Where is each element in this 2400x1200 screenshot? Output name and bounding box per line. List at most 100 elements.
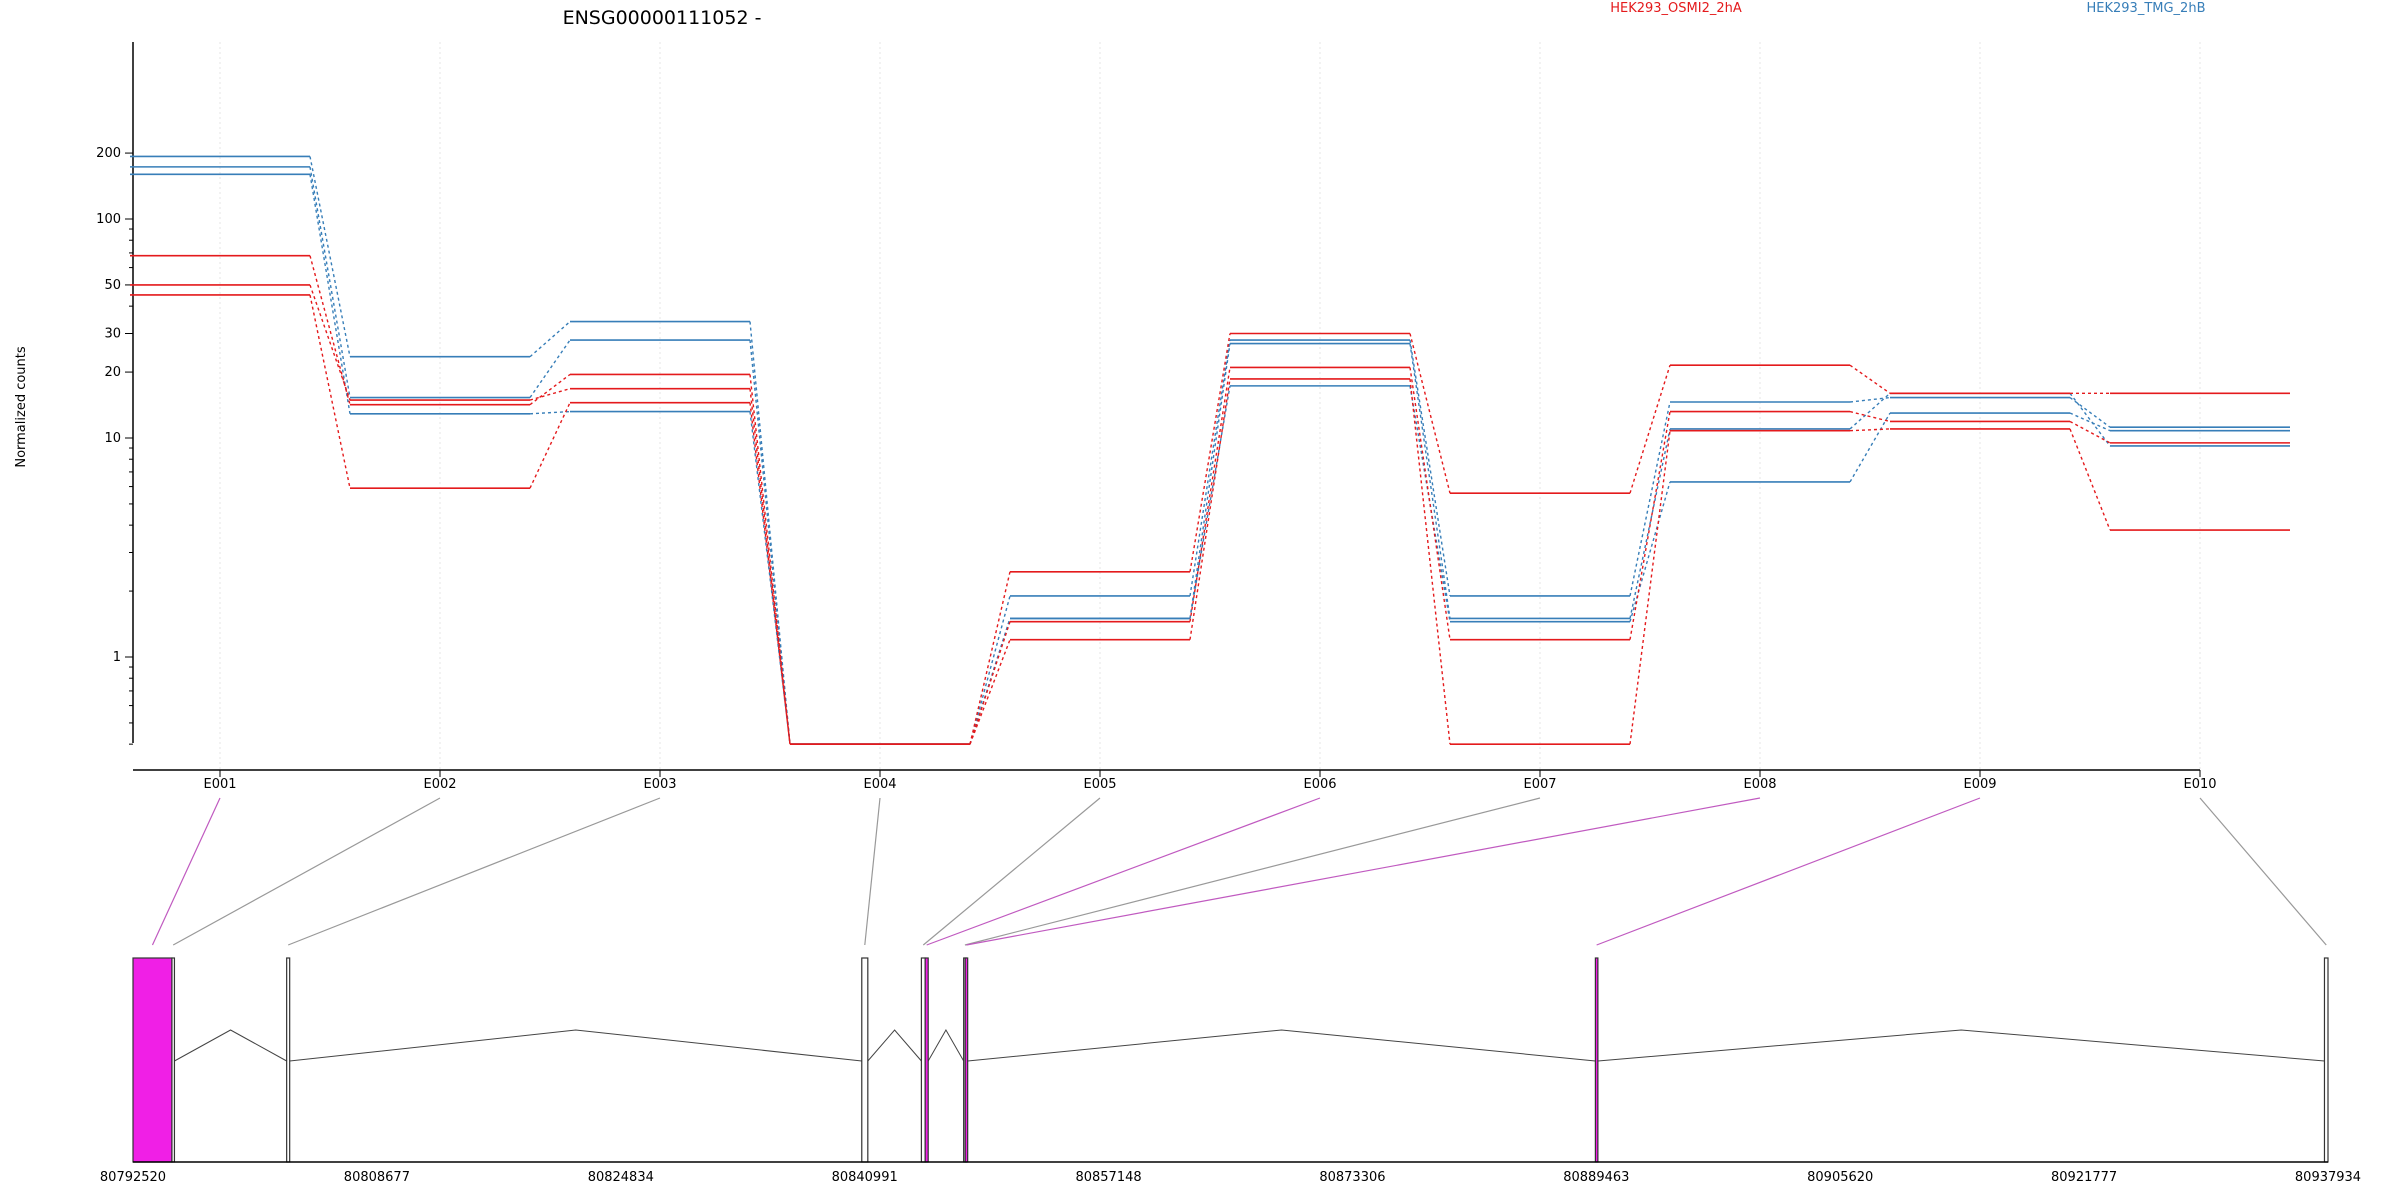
- exon-box-E001: [132, 957, 173, 1163]
- series-2-join: [1849, 392, 1891, 430]
- series-6-join: [1629, 430, 1671, 745]
- connector-E008: [966, 797, 1761, 946]
- y-tick-label: 1: [113, 650, 121, 665]
- series-1-join: [529, 321, 571, 358]
- exon-box-E008: [964, 957, 969, 1163]
- series-6-join: [529, 402, 571, 489]
- connector-E001: [151, 797, 221, 946]
- x-tick-label-E007: E007: [1523, 777, 1556, 792]
- x-tick-label-E006: E006: [1303, 777, 1336, 792]
- series-4-join: [529, 373, 571, 406]
- series-3-join: [309, 174, 351, 414]
- series-5-join: [1629, 411, 1671, 640]
- series-2-join: [1409, 343, 1451, 619]
- series-5-join: [529, 387, 571, 401]
- connector-E003: [287, 797, 661, 946]
- x-tick-label-E009: E009: [1963, 777, 1996, 792]
- legend-label-osmi2: HEK293_OSMI2_2hA: [1610, 1, 1742, 16]
- series-1-join: [2069, 396, 2111, 428]
- series-5-join: [969, 621, 1011, 745]
- series-5-join: [2069, 420, 2111, 444]
- series-5-join: [1409, 367, 1451, 640]
- series-4-join: [1629, 364, 1671, 494]
- connector-E006: [926, 797, 1321, 946]
- series-1: [130, 155, 2290, 745]
- connector-E009: [1596, 797, 1981, 946]
- series-2-join: [1189, 343, 1231, 619]
- series-2-join: [2069, 392, 2111, 447]
- series-3-join: [1849, 412, 1891, 483]
- series-1-join: [309, 156, 351, 357]
- gridlines: [219, 42, 2201, 770]
- y-tick-label: 50: [104, 278, 121, 293]
- genomic-tick-label: 80889463: [1563, 1170, 1629, 1185]
- connector-E005: [922, 797, 1101, 946]
- x-tick-label-E004: E004: [863, 777, 896, 792]
- series-3-join: [2069, 412, 2111, 432]
- y-axis-label: Normalized counts: [14, 346, 29, 468]
- genomic-tick-label: 80824834: [588, 1170, 654, 1185]
- connector-E007: [964, 797, 1541, 946]
- x-tick-label-E001: E001: [203, 777, 236, 792]
- intron-line: [967, 1029, 1596, 1062]
- series-1-join: [969, 595, 1011, 745]
- genomic-tick-label: 80937934: [2295, 1170, 2361, 1185]
- exon-box-E006: [924, 957, 929, 1163]
- series-1-join: [1409, 339, 1451, 597]
- y-axis: 1 10 20 30 50 100 200: [96, 42, 134, 745]
- x-axis: E001 E002 E003 E004 E005 E006 E007 E008 E009 E010: [133, 769, 2217, 792]
- series-6-join: [1189, 378, 1231, 640]
- series-3: [130, 173, 2290, 745]
- connector-E002: [172, 797, 441, 946]
- series-4-join: [1849, 364, 1891, 394]
- y-tick-label: 100: [96, 212, 121, 227]
- series-4-join: [749, 374, 791, 745]
- y-tick-label: 10: [104, 431, 121, 446]
- genomic-tick-label: 80921777: [2051, 1170, 2117, 1185]
- series-4-join: [969, 571, 1011, 745]
- x-tick-label-E008: E008: [1743, 777, 1776, 792]
- series-5-join: [1849, 410, 1891, 423]
- series-6-join: [2069, 428, 2111, 531]
- series-3-join: [1409, 385, 1451, 622]
- genomic-tick-label: 80857148: [1075, 1170, 1141, 1185]
- series-3-join: [969, 618, 1011, 745]
- series-layer: [130, 155, 2290, 745]
- exon-box-E010: [2323, 957, 2329, 1163]
- intron-line: [927, 1028, 965, 1062]
- series-4-join: [1189, 333, 1231, 572]
- exon-box-E004: [861, 957, 869, 1163]
- intron-line: [174, 1029, 287, 1062]
- x-tick-label-E010: E010: [2183, 777, 2216, 792]
- genomic-tick-label: 80840991: [832, 1170, 898, 1185]
- exon-box-E002: [171, 957, 176, 1163]
- connector-E010: [2199, 797, 2327, 946]
- intron-line: [1597, 1029, 2325, 1062]
- series-1-join: [749, 321, 791, 745]
- series-1-join: [1849, 396, 1891, 403]
- x-tick-label-E002: E002: [423, 777, 456, 792]
- exon-box-E009: [1594, 957, 1599, 1163]
- genomic-tick-label: 80873306: [1319, 1170, 1385, 1185]
- series-6-join: [969, 639, 1011, 745]
- series-6: [130, 294, 2290, 745]
- x-tick-label-E003: E003: [643, 777, 676, 792]
- intron-line: [867, 1029, 922, 1062]
- legend-label-tmg: HEK293_TMG_2hB: [2087, 1, 2206, 16]
- series-3-join: [1629, 481, 1671, 622]
- exon-connectors: [151, 797, 2327, 946]
- series-6-join: [309, 294, 351, 489]
- series-1-join: [1629, 401, 1671, 597]
- series-2-join: [749, 340, 791, 745]
- series-4-join: [1409, 333, 1451, 494]
- genomic-tick-label: 80808677: [344, 1170, 410, 1185]
- genomic-axis: 80792520 80808677 80824834 80840991 80857148…: [100, 1161, 2361, 1185]
- x-tick-label-E005: E005: [1083, 777, 1116, 792]
- series-5: [130, 284, 2290, 745]
- connector-E004: [864, 797, 881, 946]
- series-2-join: [309, 166, 351, 398]
- gene-model: [132, 957, 2329, 1163]
- genomic-tick-label: 80905620: [1807, 1170, 1873, 1185]
- genomic-tick-label: 80792520: [100, 1170, 166, 1185]
